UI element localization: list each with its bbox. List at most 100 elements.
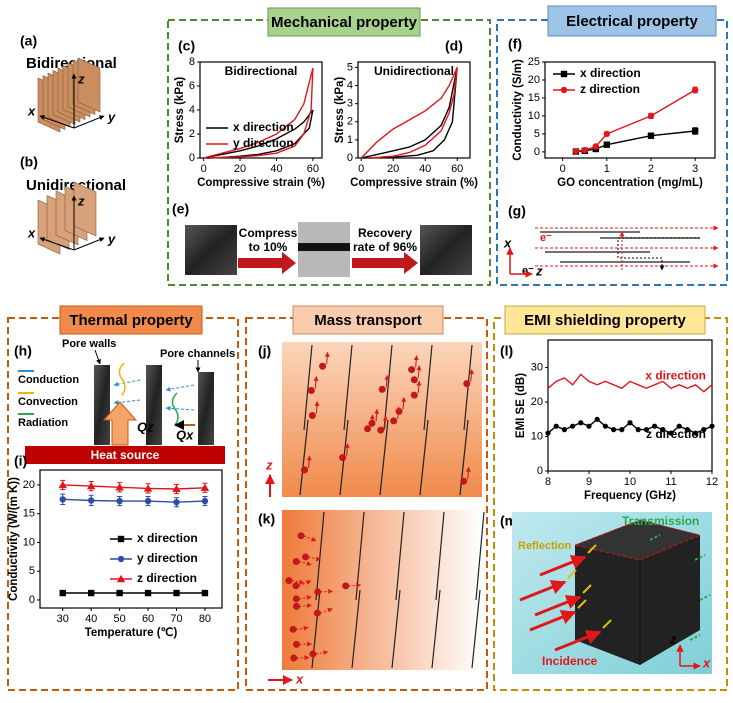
transport-deco [299, 344, 474, 496]
legend-text: z direction [580, 82, 640, 96]
marker [660, 427, 666, 433]
x-tick-label: 20 [387, 163, 399, 175]
particle [301, 466, 309, 474]
transport-deco [285, 511, 485, 669]
particle [463, 380, 471, 388]
heat-source-label: Heat source [91, 448, 160, 462]
marker [572, 147, 580, 155]
marker [116, 497, 123, 505]
panel-label: (l) [500, 343, 513, 359]
pore-wall [198, 372, 214, 445]
pore-wall-line [419, 344, 433, 496]
particle-arrow [374, 408, 380, 422]
particle [307, 386, 315, 394]
x-tick-label: 12 [706, 476, 718, 488]
flux-label: Qz [137, 419, 154, 434]
y-tick-label: 0 [534, 146, 540, 158]
x-tick-label: 2 [648, 163, 654, 175]
x-tick-label: 3 [692, 163, 698, 175]
panel-label: (e) [172, 201, 189, 217]
axis-line [39, 115, 75, 129]
particle-arrow [306, 455, 312, 468]
step-text: rate of 96% [353, 240, 417, 254]
series-line [62, 498, 205, 503]
convection-path [118, 362, 126, 396]
diagram-label: Pore channels [160, 348, 235, 360]
diagram-label: Pore walls [62, 338, 116, 350]
marker [602, 423, 609, 429]
axis-line [39, 237, 75, 251]
carrier-label: e⁻ [540, 232, 552, 244]
flux-arrow [102, 401, 138, 446]
x-axis-label: Temperature (℃) [85, 626, 178, 639]
series-line [203, 67, 314, 159]
marker [86, 481, 96, 490]
panel-label: (g) [508, 203, 526, 219]
marker [684, 427, 691, 433]
section-title-box [504, 305, 706, 335]
y-tick-label: 0 [29, 594, 35, 606]
legend-text: y direction [233, 136, 294, 150]
particle [292, 582, 300, 590]
y-tick-label: 30 [531, 361, 543, 373]
wave-arrows [519, 534, 711, 652]
plot-frame [39, 469, 223, 609]
axis-letter: z [669, 631, 677, 646]
section-title: Electrical property [566, 13, 698, 30]
y-tick-label: 2 [347, 116, 353, 128]
axis-letter: x [702, 655, 711, 670]
y-tick-label: 8 [189, 56, 195, 68]
marker [693, 430, 699, 436]
marker [561, 427, 568, 433]
process-arrow [352, 252, 418, 274]
legend-text: x direction [580, 66, 641, 80]
marker [635, 427, 641, 433]
marker [701, 427, 707, 433]
particle-arrow [413, 355, 419, 368]
series-line [360, 67, 458, 159]
marker [619, 427, 625, 433]
y-tick-label: 5 [534, 128, 540, 140]
panel-label: (j) [258, 343, 271, 359]
x-tick-label: 60 [307, 163, 319, 175]
x-tick-label: 60 [451, 163, 463, 175]
particle [309, 650, 317, 658]
axis-letter: y [107, 231, 116, 246]
particle [460, 477, 468, 485]
y-tick-label: 15 [23, 508, 35, 520]
transmit-arrow [694, 554, 706, 561]
marker [709, 423, 715, 429]
marker [592, 143, 599, 150]
plot-frame [357, 61, 471, 159]
marker [647, 132, 655, 139]
transmit-arrow [689, 634, 701, 641]
heat-arrow [165, 405, 195, 411]
panel-label: (d) [445, 38, 463, 54]
x-tick-label: 40 [85, 613, 97, 625]
particle-arrow [416, 365, 422, 378]
particle [292, 595, 300, 603]
plate-stack: z x y [27, 57, 116, 133]
y-tick-label: 10 [528, 110, 540, 122]
particle [410, 376, 418, 384]
y-axis-label: Conductivity (W/(m K)) [8, 477, 20, 601]
pore-wall [94, 365, 110, 445]
section-title: Mass transport [314, 312, 422, 329]
pore-wall-line [431, 511, 445, 669]
particle [289, 625, 297, 633]
particle [308, 412, 316, 420]
x-tick-label: 10 [624, 476, 636, 488]
marker [87, 497, 95, 504]
path-line [617, 237, 700, 271]
series-label: x direction [645, 368, 706, 382]
particle [293, 640, 301, 648]
plot-frame [544, 61, 716, 159]
legend-text: Radiation [18, 417, 68, 429]
particle [364, 425, 372, 433]
marker [59, 589, 66, 597]
marker [594, 416, 600, 422]
legend-text: Conduction [18, 374, 79, 386]
legend-marker [117, 535, 125, 543]
particle-arrow [416, 380, 422, 394]
legend-text: x direction [233, 120, 294, 134]
